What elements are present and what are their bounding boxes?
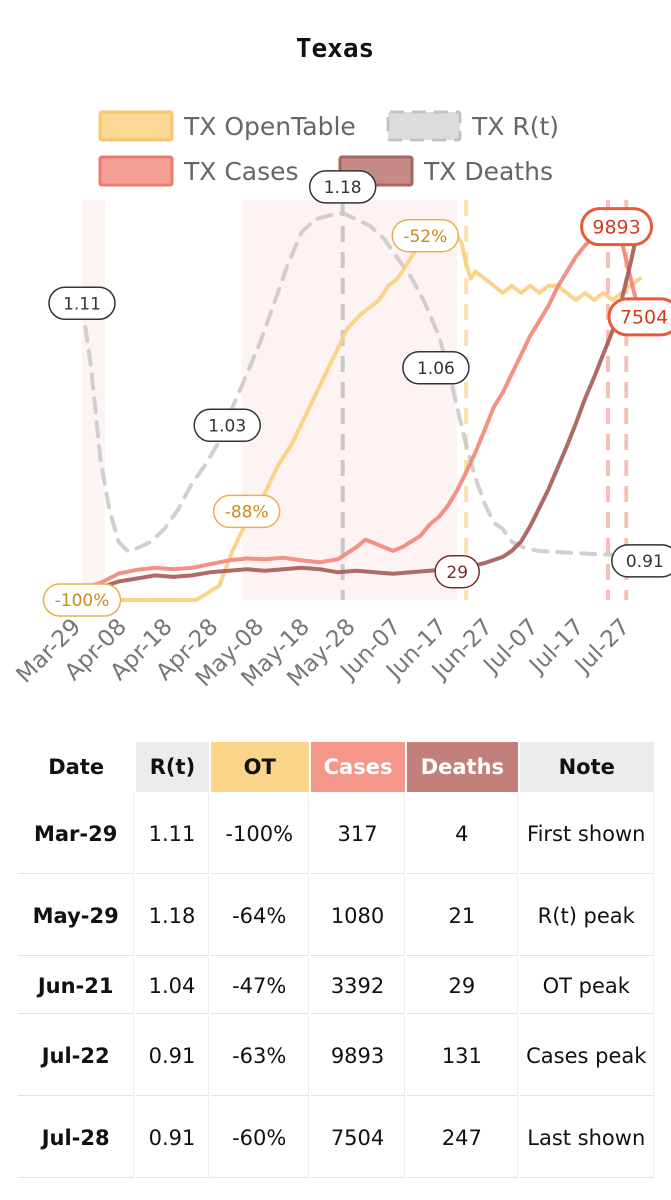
annotation-label: -88% xyxy=(225,503,269,523)
annotation-bubble xyxy=(391,218,460,253)
annotation-label: 0.91 xyxy=(626,552,664,572)
table-header: OT xyxy=(210,742,309,792)
cell-ot: -100% xyxy=(210,794,309,874)
table-row: Jul-22 0.91 -63% 9893 131 Cases peak xyxy=(18,1016,654,1096)
annotation-bubble xyxy=(611,544,671,578)
table-header: Cases xyxy=(310,742,406,792)
legend-label: TX Cases xyxy=(183,157,299,186)
cell-note: OT peak xyxy=(519,958,654,1014)
legend-swatch xyxy=(98,155,174,187)
cell-note: Cases peak xyxy=(519,1016,654,1096)
legend-swatch xyxy=(386,110,462,142)
table-header: R(t) xyxy=(136,742,209,792)
cell-note: First shown xyxy=(519,794,654,874)
annotation-bubble xyxy=(402,350,470,385)
table-row: Jul-28 0.91 -60% 7504 247 Last shown xyxy=(18,1098,654,1178)
cell-ot: -47% xyxy=(210,958,309,1014)
cell-rt: 0.91 xyxy=(136,1098,209,1178)
annotation-label: 29 xyxy=(446,563,468,583)
annotation-bubble xyxy=(607,297,671,337)
cell-rt: 0.91 xyxy=(136,1016,209,1096)
annotation-label: 9893 xyxy=(592,217,640,239)
legend-swatch xyxy=(98,110,174,142)
annotation-label: -52% xyxy=(403,227,447,247)
annotation-bubble xyxy=(434,554,480,589)
chart-title: Texas xyxy=(296,34,374,64)
cell-cases: 1080 xyxy=(310,876,406,956)
annotation-bubble xyxy=(48,286,116,320)
legend-label: TX R(t) xyxy=(471,112,559,141)
shaded-period xyxy=(242,200,458,600)
annotation-label: 1.03 xyxy=(208,416,246,436)
cell-deaths: 131 xyxy=(407,1016,518,1096)
table-row: May-29 1.18 -64% 1080 21 R(t) peak xyxy=(18,876,654,956)
series-line-rt xyxy=(80,210,642,557)
cell-cases: 7504 xyxy=(310,1098,406,1178)
annotation-bubble xyxy=(580,207,654,247)
table-header: Date xyxy=(18,742,135,792)
annotation-bubble xyxy=(212,494,281,529)
cell-note: Last shown xyxy=(519,1098,654,1178)
cell-rt: 1.04 xyxy=(136,958,209,1014)
legend-label: TX Deaths xyxy=(423,157,553,186)
cell-cases: 9893 xyxy=(310,1016,406,1096)
cell-date: Jun-21 xyxy=(18,958,135,1014)
summary-table: Date R(t) OT Cases Deaths Note Mar-29 1.… xyxy=(16,740,656,1180)
series-line-deaths xyxy=(80,218,642,596)
table-row: Mar-29 1.11 -100% 317 4 First shown xyxy=(18,794,654,874)
table-header-row: Date R(t) OT Cases Deaths Note xyxy=(18,742,654,792)
cell-date: Jul-22 xyxy=(18,1016,135,1096)
texas-chart: Texas TX OpenTable TX R(t) TX Cases TX Death… xyxy=(12,34,671,692)
annotation-bubble xyxy=(308,170,377,204)
cell-deaths: 4 xyxy=(407,794,518,874)
cell-ot: -60% xyxy=(210,1098,309,1178)
table-header: Deaths xyxy=(407,742,518,792)
series-line-cases xyxy=(80,224,642,590)
cell-cases: 317 xyxy=(310,794,406,874)
annotation-label: 1.06 xyxy=(417,359,455,379)
cell-date: May-29 xyxy=(18,876,135,956)
cell-rt: 1.18 xyxy=(136,876,209,956)
annotation-label: 7504 xyxy=(620,307,668,329)
cell-deaths: 247 xyxy=(407,1098,518,1178)
annotation-bubble xyxy=(193,408,261,443)
cell-deaths: 21 xyxy=(407,876,518,956)
table-header: Note xyxy=(519,742,654,792)
cell-note: R(t) peak xyxy=(519,876,654,956)
cell-date: Mar-29 xyxy=(18,794,135,874)
annotation-label: -100% xyxy=(55,591,110,611)
legend-label: TX OpenTable xyxy=(183,112,356,141)
cell-rt: 1.11 xyxy=(136,794,209,874)
annotation-label: 1.18 xyxy=(324,178,362,198)
annotation-label: 1.11 xyxy=(63,294,101,314)
cell-date: Jul-28 xyxy=(18,1098,135,1178)
table-row: Jun-21 1.04 -47% 3392 29 OT peak xyxy=(18,958,654,1014)
cell-deaths: 29 xyxy=(407,958,518,1014)
annotation-bubble xyxy=(42,583,122,617)
cell-cases: 3392 xyxy=(310,958,406,1014)
cell-ot: -63% xyxy=(210,1016,309,1096)
cell-ot: -64% xyxy=(210,876,309,956)
